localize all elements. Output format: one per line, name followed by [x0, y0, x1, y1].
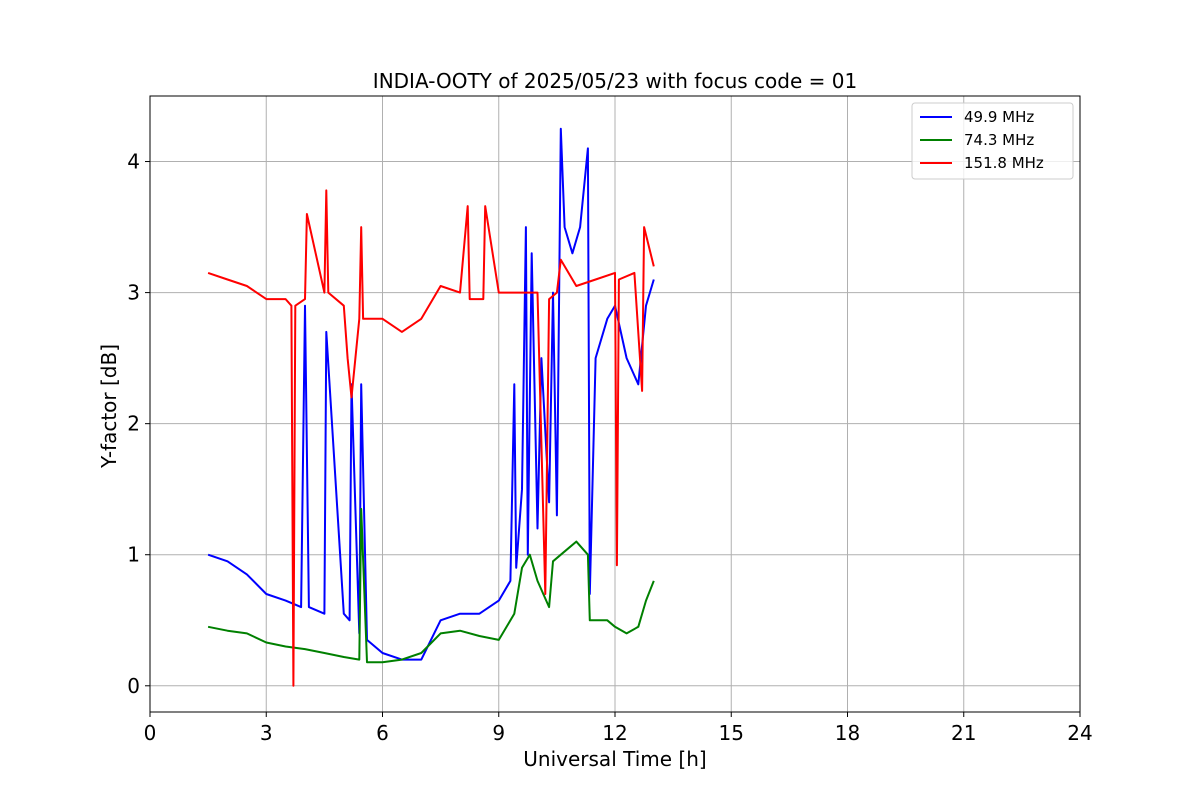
- series-line-1: [207, 127, 655, 661]
- y-axis: 0 1 2 3 4: [127, 150, 150, 698]
- x-axis: 0 3 6 9 12 15 18 21 24: [144, 712, 1093, 745]
- x-tick-label: 6: [376, 721, 389, 745]
- x-tick-label: 15: [719, 721, 744, 745]
- x-tick-label: 18: [835, 721, 860, 745]
- legend-label: 151.8 MHz: [964, 154, 1044, 172]
- y-axis-label: Y-factor [dB]: [97, 344, 121, 469]
- x-tick-label: 12: [602, 721, 627, 745]
- legend: 49.9 MHz 74.3 MHz 151.8 MHz: [911, 102, 1074, 180]
- chart-title: INDIA-OOTY of 2025/05/23 with focus code…: [373, 69, 857, 93]
- x-tick-label: 3: [260, 721, 273, 745]
- x-axis-label: Universal Time [h]: [523, 747, 706, 771]
- series-line-2: [207, 507, 655, 664]
- series-layer: [207, 127, 655, 687]
- legend-label: 49.9 MHz: [964, 108, 1034, 126]
- x-tick-label: 0: [144, 721, 157, 745]
- x-tick-label: 21: [951, 721, 976, 745]
- x-tick-label: 9: [492, 721, 505, 745]
- y-tick-label: 1: [127, 543, 140, 567]
- y-tick-label: 3: [127, 281, 140, 305]
- series-line-3: [207, 189, 655, 687]
- legend-box: [911, 102, 1074, 180]
- y-tick-label: 2: [127, 412, 140, 436]
- y-tick-label: 0: [127, 674, 140, 698]
- legend-label: 74.3 MHz: [964, 131, 1034, 149]
- y-tick-label: 4: [127, 150, 140, 174]
- x-tick-label: 24: [1067, 721, 1092, 745]
